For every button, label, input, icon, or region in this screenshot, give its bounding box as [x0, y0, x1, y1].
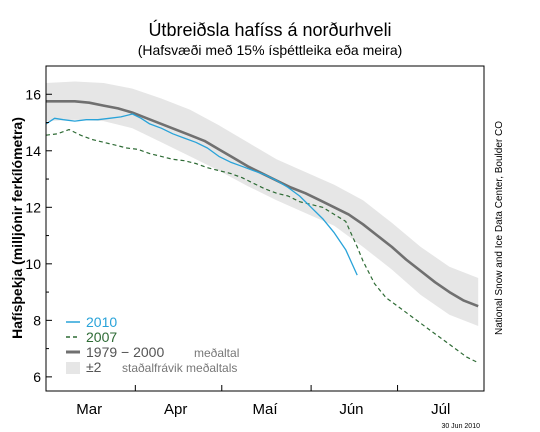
credit-text: National Snow and Ice Data Center, Bould… [494, 121, 505, 335]
tick-layer: 6 8 10 12 14 16 [25, 65, 399, 391]
legend-label-mean: 1979 − 2000 [86, 344, 164, 360]
legend-note-mean: meðaltal [194, 346, 239, 360]
legend-label-2010: 2010 [86, 314, 117, 330]
x-tick-label: Jún [339, 401, 363, 418]
series-layer [45, 100, 479, 364]
y-tick-label: 12 [25, 199, 41, 215]
chart-title: Útbreiðsla hafíss á norðurhveli [148, 19, 391, 40]
std-dev-band-layer [46, 81, 479, 326]
y-tick-label: 8 [33, 312, 41, 328]
legend-label-band: ±2 [86, 359, 102, 375]
series-line-2007 [45, 129, 479, 364]
x-tick-label: Júl [431, 401, 450, 418]
chart-subtitle: (Hafsvæði með 15% ísþéttleika eða meira) [138, 42, 403, 58]
date-stamp: 30 Jun 2010 [441, 423, 480, 430]
y-axis-label: Hafísþekja (milljónir ferkílómetra) [9, 117, 25, 339]
std-dev-band [46, 81, 479, 326]
x-tick-label: Apr [164, 401, 187, 418]
x-tick-label: Maí [252, 401, 278, 418]
legend-note-band: staðalfrávik meðaltals [122, 361, 237, 375]
month-label-layer: Mar Apr Maí Jún Júl [76, 401, 450, 418]
y-tick-label: 6 [33, 369, 41, 385]
series-line-2010 [45, 113, 358, 276]
y-tick-label: 14 [25, 143, 41, 159]
x-tick-label: Mar [76, 401, 102, 418]
legend-swatch-band [66, 362, 80, 374]
y-tick-label: 16 [25, 86, 41, 102]
y-tick-label: 10 [25, 256, 41, 272]
legend-label-2007: 2007 [86, 329, 117, 345]
plot-frame [45, 65, 485, 392]
